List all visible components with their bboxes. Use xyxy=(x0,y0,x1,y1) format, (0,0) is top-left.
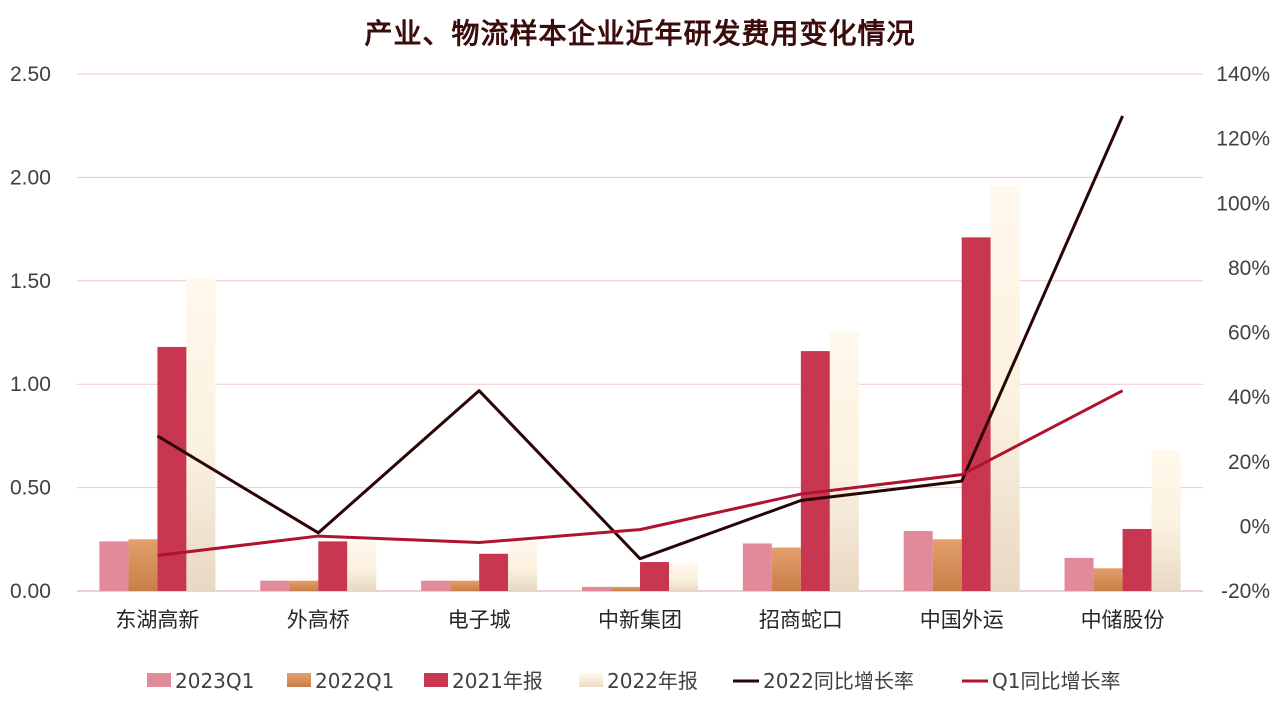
y-left-tick-label: 0.50 xyxy=(10,477,51,500)
y-left-tick-label: 2.00 xyxy=(10,166,51,189)
y-axis-left: 0.00 0.50 1.00 1.50 2.00 2.50 xyxy=(10,63,51,603)
y-right-tick-label: 100% xyxy=(1216,192,1270,215)
gridlines xyxy=(77,73,1203,592)
legend-swatch xyxy=(579,673,603,687)
y-axis-right: -20% 0% 20% 40% 60% 80% 100% 120% 140% xyxy=(1216,63,1270,603)
legend-swatch xyxy=(147,673,171,687)
x-category-label: 中储股份 xyxy=(1081,608,1165,632)
x-category-label: 招商蛇口 xyxy=(759,608,843,632)
bar xyxy=(742,543,772,591)
bar xyxy=(903,531,933,591)
bar xyxy=(1151,450,1181,591)
bar xyxy=(669,564,698,591)
legend-label: 2023Q1 xyxy=(175,669,254,693)
y-left-tick-label: 2.50 xyxy=(10,63,51,86)
bar xyxy=(450,580,480,591)
line-series-group xyxy=(156,115,1124,561)
y-right-tick-label: 140% xyxy=(1216,63,1270,86)
bar xyxy=(1093,568,1123,591)
legend-label: 2022Q1 xyxy=(315,669,394,693)
bar xyxy=(829,332,859,591)
bar xyxy=(990,185,1020,591)
legend-swatch xyxy=(287,673,311,687)
bar xyxy=(260,580,290,591)
bar xyxy=(157,346,187,591)
x-category-label: 中新集团 xyxy=(598,608,682,632)
y-right-tick-label: 120% xyxy=(1216,128,1270,151)
series-line xyxy=(157,389,1124,557)
y-right-tick-label: 60% xyxy=(1228,322,1270,345)
bar xyxy=(961,237,991,591)
y-right-tick-label: 20% xyxy=(1228,451,1270,474)
y-left-tick-label: 1.00 xyxy=(10,373,51,396)
y-left-tick-label: 1.50 xyxy=(10,270,51,293)
bar xyxy=(1064,557,1094,591)
legend-label: 2021年报 xyxy=(452,669,543,693)
bar xyxy=(99,541,129,591)
bar xyxy=(582,586,611,591)
bar-series-group xyxy=(99,185,1181,591)
legend-label: 2022年报 xyxy=(607,669,698,693)
bar xyxy=(421,580,451,591)
bar xyxy=(289,580,319,591)
bar xyxy=(771,547,801,591)
bar xyxy=(128,539,158,591)
x-category-label: 电子城 xyxy=(448,608,511,632)
x-category-label: 东湖高新 xyxy=(115,608,199,632)
bar xyxy=(347,541,377,591)
bar xyxy=(186,278,216,591)
x-axis: 东湖高新 外高桥 电子城 中新集团 招商蛇口 中国外运 中储股份 xyxy=(115,608,1164,632)
y-left-tick-label: 0.00 xyxy=(10,580,51,603)
legend-label: 2022同比增长率 xyxy=(763,669,914,693)
bar xyxy=(479,553,509,591)
y-right-tick-label: 80% xyxy=(1228,257,1270,280)
y-right-tick-label: 40% xyxy=(1228,386,1270,409)
legend-swatch xyxy=(424,673,448,687)
bar xyxy=(508,541,538,591)
bar xyxy=(800,351,830,591)
legend: 2023Q1 2022Q1 2021年报 2022年报 2022同比增长率 Q1同比增长率 xyxy=(147,669,1120,693)
bar xyxy=(932,539,962,591)
series-line xyxy=(156,115,1124,561)
y-right-tick-label: -20% xyxy=(1221,580,1270,603)
chart-title: 产业、物流样本企业近年研发费用变化情况 xyxy=(364,17,916,50)
bar xyxy=(611,586,640,591)
x-category-label: 外高桥 xyxy=(287,608,350,632)
bar xyxy=(1122,528,1152,591)
bar xyxy=(318,541,348,591)
bar xyxy=(640,562,669,591)
legend-label: Q1同比增长率 xyxy=(992,669,1120,693)
y-right-tick-label: 0% xyxy=(1240,515,1270,538)
x-category-label: 中国外运 xyxy=(920,608,1004,632)
